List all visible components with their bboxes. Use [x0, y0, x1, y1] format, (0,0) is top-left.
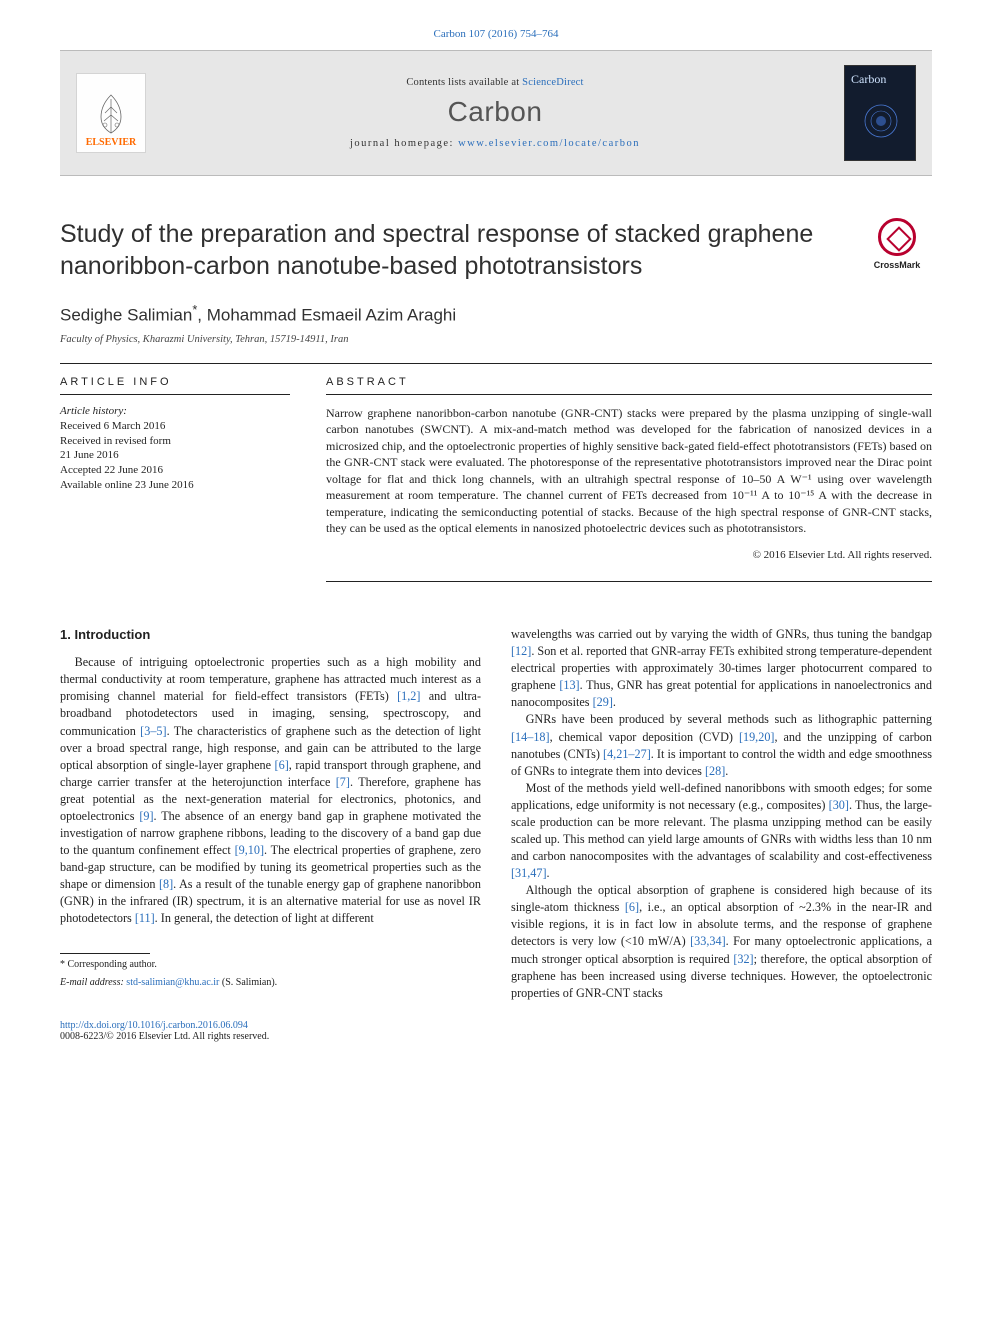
email-label: E-mail address: [60, 977, 124, 988]
email-link[interactable]: std-salimian@khu.ac.ir [126, 977, 219, 988]
history-line: Received 6 March 2016 [60, 419, 290, 434]
header-center: Contents lists available at ScienceDirec… [164, 77, 826, 149]
body-paragraph: Because of intriguing optoelectronic pro… [60, 654, 481, 927]
history-line: Accepted 22 June 2016 [60, 463, 290, 478]
article-info-label: ARTICLE INFO [60, 376, 290, 395]
email-tail: (S. Salimian). [222, 977, 277, 988]
publisher-name: ELSEVIER [86, 137, 137, 148]
body-paragraph: wavelengths was carried out by varying t… [511, 626, 932, 711]
crossmark-label: CrossMark [874, 260, 921, 270]
body-col-left: 1. Introduction Because of intriguing op… [60, 626, 481, 1002]
history-line: Available online 23 June 2016 [60, 478, 290, 493]
abstract-label: ABSTRACT [326, 376, 932, 395]
cover-art-icon [851, 87, 911, 147]
journal-homepage-link[interactable]: www.elsevier.com/locate/carbon [458, 138, 640, 149]
elsevier-tree-icon [91, 91, 131, 137]
crossmark-badge[interactable]: CrossMark [862, 218, 932, 270]
abstract-text: Narrow graphene nanoribbon-carbon nanotu… [326, 405, 932, 537]
sciencedirect-link[interactable]: ScienceDirect [522, 77, 583, 88]
meta-row: ARTICLE INFO Article history: Received 6… [60, 376, 932, 582]
contents-available-line: Contents lists available at ScienceDirec… [164, 77, 826, 88]
body-paragraph: Although the optical absorption of graph… [511, 882, 932, 1002]
title-row: Study of the preparation and spectral re… [60, 218, 932, 282]
body-paragraph: GNRs have been produced by several metho… [511, 711, 932, 779]
author-2[interactable]: , Mohammad Esmaeil Azim Araghi [197, 306, 456, 325]
crossmark-icon [878, 218, 916, 256]
article-info-col: ARTICLE INFO Article history: Received 6… [60, 376, 290, 582]
publisher-logo[interactable]: ELSEVIER [76, 73, 146, 153]
intro-heading: 1. Introduction [60, 626, 481, 644]
email-footnote: E-mail address: std-salimian@khu.ac.ir (… [60, 976, 481, 990]
cover-title: Carbon [851, 72, 909, 87]
footnote-rule [60, 953, 150, 954]
journal-name: Carbon [164, 96, 826, 128]
affiliation: Faculty of Physics, Kharazmi University,… [60, 334, 932, 345]
volume-page-reference: Carbon 107 (2016) 754–764 [60, 28, 932, 40]
history-line: 21 June 2016 [60, 448, 290, 463]
meta-rule-top [60, 363, 932, 364]
abstract-copyright: © 2016 Elsevier Ltd. All rights reserved… [326, 549, 932, 561]
body-paragraph: Most of the methods yield well-defined n… [511, 780, 932, 882]
journal-homepage-line: journal homepage: www.elsevier.com/locat… [164, 138, 826, 149]
article-title: Study of the preparation and spectral re… [60, 218, 842, 282]
abstract-col: ABSTRACT Narrow graphene nanoribbon-carb… [326, 376, 932, 582]
meta-rule-bottom [326, 581, 932, 582]
issn-copyright: 0008-6223/© 2016 Elsevier Ltd. All right… [60, 1031, 269, 1042]
journal-cover-thumb[interactable]: Carbon [844, 65, 916, 161]
corresponding-footnote: * Corresponding author. [60, 958, 481, 972]
author-1[interactable]: Sedighe Salimian [60, 306, 192, 325]
author-list: Sedighe Salimian*, Mohammad Esmaeil Azim… [60, 302, 932, 326]
page-footer: http://dx.doi.org/10.1016/j.carbon.2016.… [60, 1020, 932, 1042]
doi-link[interactable]: http://dx.doi.org/10.1016/j.carbon.2016.… [60, 1020, 248, 1031]
history-line: Received in revised form [60, 434, 290, 449]
body-col-right: wavelengths was carried out by varying t… [511, 626, 932, 1002]
journal-header: ELSEVIER Contents lists available at Sci… [60, 50, 932, 176]
body-columns: 1. Introduction Because of intriguing op… [60, 626, 932, 1002]
history-head: Article history: [60, 405, 290, 417]
volume-page-text[interactable]: Carbon 107 (2016) 754–764 [434, 28, 559, 40]
